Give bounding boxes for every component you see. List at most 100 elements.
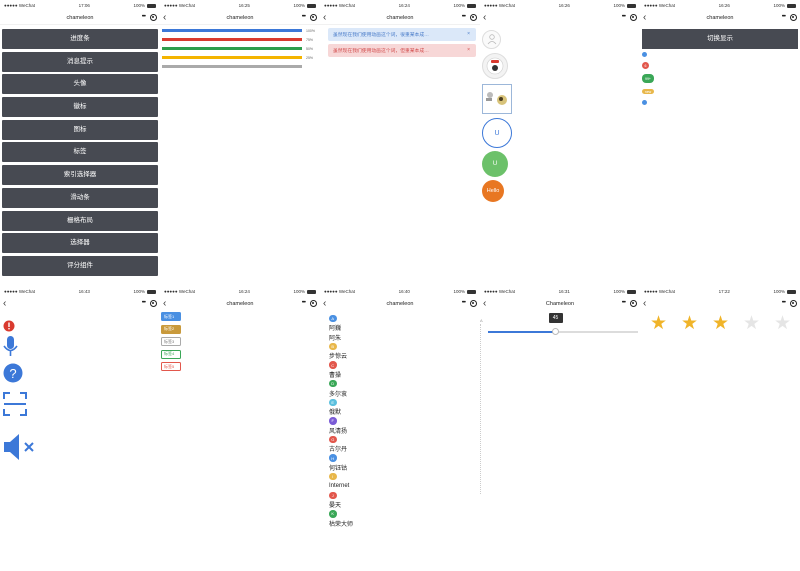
index-list-item[interactable]: 多尔衮 xyxy=(320,388,480,398)
more-icon[interactable]: ••• xyxy=(461,14,466,20)
tag[interactable]: 标签3 xyxy=(161,337,181,346)
more-icon[interactable]: ••• xyxy=(141,14,146,20)
star-icon[interactable]: ★ xyxy=(774,313,792,334)
battery-icon xyxy=(626,289,636,294)
menu-button-badge[interactable]: 徽标 xyxy=(2,97,158,118)
back-icon[interactable]: ‹ xyxy=(163,298,167,309)
index-item-label: 多尔衮 xyxy=(329,391,348,398)
more-icon[interactable]: ••• xyxy=(301,14,306,20)
close-capsule-icon[interactable] xyxy=(150,14,157,21)
index-list-item[interactable]: 风清扬 xyxy=(320,426,480,435)
star-icon[interactable]: ★ xyxy=(712,313,730,334)
index-list-item[interactable]: 何钰钴 xyxy=(320,463,480,472)
close-capsule-icon[interactable] xyxy=(630,14,637,21)
menu-button-icon[interactable]: 图标 xyxy=(2,119,158,140)
close-capsule-icon[interactable] xyxy=(310,14,317,21)
tag[interactable]: 标签1 xyxy=(161,312,181,321)
more-icon[interactable]: ••• xyxy=(141,300,146,306)
back-icon[interactable]: ‹ xyxy=(643,298,647,309)
menu-button-slider[interactable]: 滑动条 xyxy=(2,187,158,208)
back-icon[interactable]: ‹ xyxy=(643,12,647,23)
time: 16:24 xyxy=(238,289,250,294)
menu-button-index-picker[interactable]: 索引选择器 xyxy=(2,165,158,186)
index-letter: J xyxy=(329,491,337,500)
slider-thumb[interactable] xyxy=(552,328,559,335)
help-icon: ? xyxy=(3,363,23,383)
index-list-item[interactable]: 俄默 xyxy=(320,407,480,416)
menu-button-toast[interactable]: 消息提示 xyxy=(2,51,158,72)
toast-info[interactable]: 虽然现在我们使用动画这个词，很重某本成… × xyxy=(328,28,476,41)
tag[interactable]: 标签4 xyxy=(161,349,181,359)
panel-index-list: ●●●●● WeChat 16:40 100% ‹ chameleon ••• … xyxy=(320,286,480,571)
index-letter-row: D xyxy=(320,379,480,388)
close-capsule-icon[interactable] xyxy=(150,300,157,307)
tag[interactable]: 标签2 xyxy=(161,324,181,334)
more-icon[interactable]: ••• xyxy=(781,300,786,306)
more-icon[interactable]: ••• xyxy=(301,300,306,306)
carrier: ●●●●● WeChat xyxy=(4,3,36,8)
menu-button-tag[interactable]: 标签 xyxy=(2,142,158,163)
index-list-item[interactable]: 阿巍 xyxy=(320,323,480,332)
scan-icon[interactable] xyxy=(3,392,27,416)
battery-text: 100% xyxy=(773,289,785,294)
nav-title: chameleon xyxy=(226,14,254,21)
close-capsule-icon[interactable] xyxy=(790,14,797,21)
menu-button-picker[interactable]: 选择器 xyxy=(2,233,158,254)
more-icon[interactable]: ••• xyxy=(621,14,626,20)
back-icon[interactable]: ‹ xyxy=(3,298,7,309)
toast-error[interactable]: 虽然现在我们使用动画这个词，但重某本成… × xyxy=(328,44,476,57)
cartoon-avatar-icon xyxy=(486,92,507,105)
avatar-image xyxy=(482,53,508,79)
index-letter: A xyxy=(329,314,337,323)
index-list-item[interactable]: 枯荣大师 xyxy=(320,519,480,528)
status-bar: ●●●●● WeChat 17:22 100% xyxy=(640,286,800,297)
index-item-label: 曹操 xyxy=(329,372,342,379)
close-capsule-icon[interactable] xyxy=(470,300,477,307)
close-capsule-icon[interactable] xyxy=(630,300,637,307)
close-icon[interactable]: × xyxy=(467,47,470,53)
time: 17:06 xyxy=(78,3,90,8)
back-icon[interactable]: ‹ xyxy=(483,298,487,309)
close-icon[interactable]: × xyxy=(467,31,470,37)
progress-row: 50% xyxy=(162,44,318,53)
index-list-item[interactable]: 古尔丹 xyxy=(320,444,480,453)
index-list-item[interactable]: Internet xyxy=(320,481,480,490)
tag[interactable]: 标签5 xyxy=(161,362,181,371)
carrier: ●●●●● WeChat xyxy=(324,289,356,294)
menu-button-rating[interactable]: 评分组件 xyxy=(2,255,158,276)
nav-title: chameleon xyxy=(66,14,94,21)
close-capsule-icon[interactable] xyxy=(470,14,477,21)
time: 16:25 xyxy=(238,3,250,8)
slider-track[interactable]: 45 xyxy=(488,313,638,335)
index-list-item[interactable]: 晏天 xyxy=(320,500,480,509)
star-icon[interactable]: ★ xyxy=(681,313,699,334)
toggle-display-button[interactable]: 切换显示 xyxy=(642,29,798,49)
menu-button-progress[interactable]: 进度条 xyxy=(2,29,158,49)
star-icon[interactable]: ★ xyxy=(650,313,668,334)
menu-button-grid[interactable]: 栅格布局 xyxy=(2,210,158,231)
status-bar: ●●●●● WeChat 16:31 100% xyxy=(480,286,640,297)
back-icon[interactable]: ‹ xyxy=(323,12,327,23)
star-icon[interactable]: ★ xyxy=(743,313,761,334)
index-list-item[interactable]: 曹操 xyxy=(320,370,480,379)
more-icon[interactable]: ••• xyxy=(621,300,626,306)
badge-overflow: 99+ xyxy=(642,74,654,83)
nav-bar: chameleon ••• xyxy=(0,11,160,25)
index-list-item[interactable]: 步惊云 xyxy=(320,351,480,360)
index-list-item[interactable]: 阿朱 xyxy=(320,333,480,342)
index-letter-row: A xyxy=(320,314,480,323)
menu-button-avatar[interactable]: 头像 xyxy=(2,74,158,95)
close-capsule-icon[interactable] xyxy=(310,300,317,307)
time: 16:24 xyxy=(398,3,410,8)
panel-tags: ●●●●● WeChat 16:24 100% ‹ chameleon ••• … xyxy=(160,286,320,571)
back-icon[interactable]: ‹ xyxy=(163,12,167,23)
index-letter-row: J xyxy=(320,491,480,500)
back-icon[interactable]: ‹ xyxy=(483,12,487,23)
more-icon[interactable]: ••• xyxy=(461,300,466,306)
close-capsule-icon[interactable] xyxy=(790,300,797,307)
more-icon[interactable]: ••• xyxy=(781,14,786,20)
index-item-label: 枯荣大师 xyxy=(329,521,354,528)
mute-icon xyxy=(4,434,34,460)
back-icon[interactable]: ‹ xyxy=(323,298,327,309)
battery-text: 100% xyxy=(293,3,305,8)
